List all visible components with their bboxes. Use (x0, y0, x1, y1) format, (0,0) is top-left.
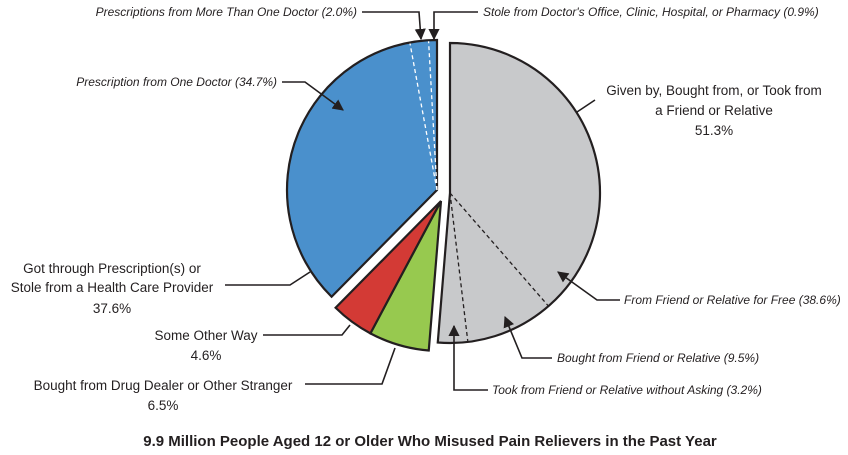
label-dealer-value: 6.5% (148, 398, 179, 413)
label-other: Some Other Way (154, 328, 257, 343)
label-prescription-line2: Stole from a Health Care Provider (11, 280, 214, 295)
leader-friend (576, 99, 596, 113)
chart-title: 9.9 Million People Aged 12 or Older Who … (143, 433, 717, 450)
leader-dealer (305, 347, 396, 385)
slice-prescription (285, 38, 439, 299)
leader-more-doctor (362, 11, 426, 41)
label-bought-friend: Bought from Friend or Relative (9.5%) (557, 351, 759, 365)
leader-lines (225, 11, 620, 391)
leader-stole (428, 11, 478, 41)
label-took: Took from Friend or Relative without Ask… (492, 383, 762, 397)
subslice-divider-friend-1 (449, 192, 469, 342)
label-prescription-value: 37.6% (93, 301, 131, 316)
label-friend-line2: a Friend or Relative (655, 103, 773, 118)
leader-one-doctor (282, 81, 344, 111)
label-friend-line1: Given by, Bought from, or Took from (606, 83, 822, 98)
slice-labels: Given by, Bought from, or Took from a Fr… (11, 5, 841, 413)
label-more-doctor: Prescriptions from More Than One Doctor … (96, 5, 357, 19)
subslice-divider-friend-0 (449, 192, 549, 306)
leader-bought (503, 315, 552, 359)
leader-prescription (225, 271, 311, 286)
label-other-value: 4.6% (191, 348, 222, 363)
label-friend-value: 51.3% (695, 123, 733, 138)
label-prescription-line1: Got through Prescription(s) or (23, 261, 201, 276)
leader-free (557, 271, 620, 301)
label-dealer: Bought from Drug Dealer or Other Strange… (34, 378, 293, 393)
subslice-divider-prescription-1 (427, 41, 438, 191)
subslice-divider-prescription-0 (409, 43, 438, 191)
leader-took (448, 324, 488, 391)
label-free: From Friend or Relative for Free (38.6%) (624, 293, 841, 307)
pie-slices (285, 38, 602, 352)
leader-other (263, 324, 351, 336)
label-stole: Stole from Doctor's Office, Clinic, Hosp… (483, 5, 819, 19)
slice-other (334, 200, 442, 335)
label-one-doctor: Prescription from One Doctor (34.7%) (76, 75, 277, 89)
slice-friend (436, 41, 602, 345)
